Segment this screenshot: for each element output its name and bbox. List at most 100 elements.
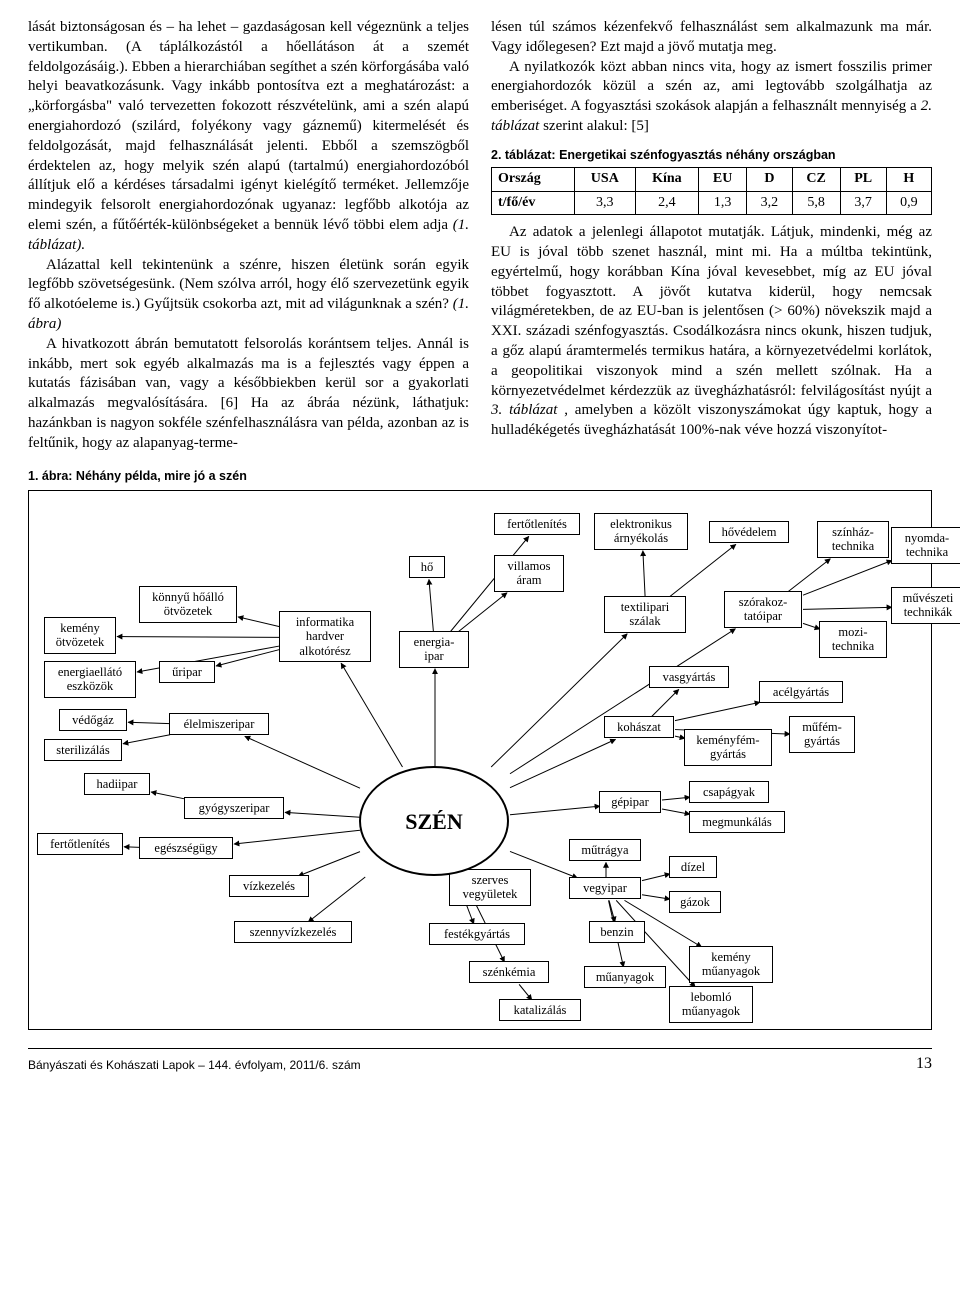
diagram-edge [609,900,615,922]
table2-header-cell: EU [699,168,747,191]
para-right-2a: A nyilatkozók közt abban nincs vita, hog… [491,59,932,115]
para-right-1: lésen túl számos kézenfekvő felhasználás… [491,18,932,58]
diagram-node-kemeny_mu: kemény műanyagok [689,946,773,983]
table2: OrszágUSAKínaEUDCZPLH t/fő/év3,32,41,33,… [491,167,932,215]
diagram-edge [675,702,760,720]
diagram-node-konnyu_hoallo: könnyű hőálló ötvözetek [139,586,237,623]
diagram-node-nyomda: nyomda- technika [891,527,960,564]
diagram-node-dizel: dízel [669,856,717,878]
diagram-node-muanyagok: műanyagok [584,966,666,988]
diagram-node-elektronikus: elektronikus árnyékolás [594,513,688,550]
diagram-edge [803,560,892,595]
diagram-node-szenkemia: szénkémia [469,961,549,983]
para-left-2-text: Alázattal kell tekintenünk a szénre, his… [28,257,469,313]
diagram-node-uripar: űripar [159,661,215,683]
diagram-node-szorakoztato: szórakoz- tatóipar [724,591,802,628]
diagram-edge [803,607,892,609]
diagram-node-szinhaz: színház- technika [817,521,889,558]
table2-row-label: t/fő/év [492,191,575,214]
diagram-node-ho: hő [409,556,445,578]
table2-header-cell: H [886,168,931,191]
footer-journal: Bányászati és Kohászati Lapok – 144. évf… [28,1058,361,1074]
diagram-node-gazok: gázok [669,891,721,913]
diagram-edges-layer [29,491,931,1029]
diagram-node-muveszeti: művészeti technikák [891,587,960,624]
diagram-edge [124,847,140,848]
diagram-node-mozi: mozi- technika [819,621,887,658]
table2-value-cell: 3,7 [840,191,886,214]
diagram-node-informatika: informatika hardver alkotórész [279,611,371,662]
para-left-1-text: lását biztonságosan és – ha lehet – gazd… [28,19,469,233]
diagram-node-vizkezeles: vízkezelés [229,875,309,897]
body-columns: lását biztonságosan és – ha lehet – gazd… [28,18,932,454]
diagram-edge [298,852,360,876]
diagram-edge [491,634,627,767]
diagram-edge [642,874,670,881]
diagram-node-mufem: műfém- gyártás [789,716,855,753]
diagram-edge [669,544,736,597]
diagram-edge [458,593,507,632]
diagram-node-egeszsegugy: egészségügy [139,837,233,859]
table2-header-cell: D [747,168,792,191]
diagram-node-mutragya: műtrágya [569,839,641,861]
table2-header-row: OrszágUSAKínaEUDCZPLH [492,168,932,191]
diagram-node-kemenyfem: keményfém- gyártás [684,729,772,766]
table2-value-cell: 3,2 [747,191,792,214]
diagram-edge [643,551,645,597]
diagram-node-szerves: szerves vegyületek [449,869,531,906]
table2-header-cell: CZ [792,168,840,191]
footer-page-number: 13 [916,1053,932,1074]
diagram-node-vegyipar: vegyipar [569,877,641,899]
para-right-3a: Az adatok a jelenlegi állapotot mutatják… [491,224,932,398]
diagram-node-festekgyartas: festékgyártás [429,923,525,945]
para-left-2: Alázattal kell tekintenünk a szénre, his… [28,256,469,335]
diagram-edge [151,792,185,799]
diagram-edge [642,895,670,899]
diagram-node-lebomlo: lebomló műanyagok [669,986,753,1023]
diagram-node-benzin: benzin [589,921,645,943]
diagram-node-fertotlenites_t: fertőtlenítés [494,513,580,535]
figure1-diagram: kemény ötvözetekenergiaellátó eszközökvé… [28,490,932,1030]
diagram-node-kohaszat: kohászat [604,716,674,738]
table2-header-cell: USA [574,168,635,191]
diagram-edge [128,722,170,723]
diagram-node-villamos: villamos áram [494,555,564,592]
diagram-edge [285,812,360,817]
table2-value-cell: 2,4 [635,191,698,214]
diagram-node-hovedelem: hővédelem [709,521,789,543]
diagram-node-energiaipar: energia- ipar [399,631,469,668]
diagram-node-kemeny_otv: kemény ötvözetek [44,617,116,654]
table2-header-cell: Kína [635,168,698,191]
table2-header-cell: PL [840,168,886,191]
page-footer: Bányászati és Kohászati Lapok – 144. évf… [28,1048,932,1074]
diagram-node-acelgyartas: acélgyártás [759,681,843,703]
para-left-1: lását biztonságosan és – ha lehet – gazd… [28,18,469,256]
diagram-edge [519,984,532,1000]
diagram-node-megmunkalas: megmunkálás [689,811,785,833]
diagram-edge [803,623,820,629]
diagram-center-node: SZÉN [359,766,509,876]
table2-caption: 2. táblázat: Energetikai szénfogyasztás … [491,147,932,164]
diagram-node-gyogyszeripar: gyógyszeripar [184,797,284,819]
para-right-3: Az adatok a jelenlegi állapotot mutatják… [491,223,932,441]
table2-value-cell: 0,9 [886,191,931,214]
diagram-node-fertotlenites_l: fertőtlenítés [37,833,123,855]
table2-data-row: t/fő/év3,32,41,33,25,83,70,9 [492,191,932,214]
table2-header-cell: Ország [492,168,575,191]
diagram-edge [651,689,679,717]
table2-value-cell: 3,3 [574,191,635,214]
diagram-edge [341,663,402,767]
diagram-node-textilipari: textilipari szálak [604,596,686,633]
diagram-edge [245,736,360,788]
diagram-node-csapagyak: csapágyak [689,781,769,803]
diagram-edge [238,617,280,627]
table2-value-cell: 1,3 [699,191,747,214]
diagram-node-vedogaz: védőgáz [59,709,127,731]
diagram-node-szennyviz: szennyvízkezelés [234,921,352,943]
figure1-caption: 1. ábra: Néhány példa, mire jó a szén [28,468,932,485]
diagram-edge [662,809,690,814]
diagram-node-sterilizalas: sterilizálás [44,739,122,761]
diagram-edge [234,830,360,844]
diagram-node-vasgyartas: vasgyártás [649,666,729,688]
diagram-edge [510,806,600,815]
